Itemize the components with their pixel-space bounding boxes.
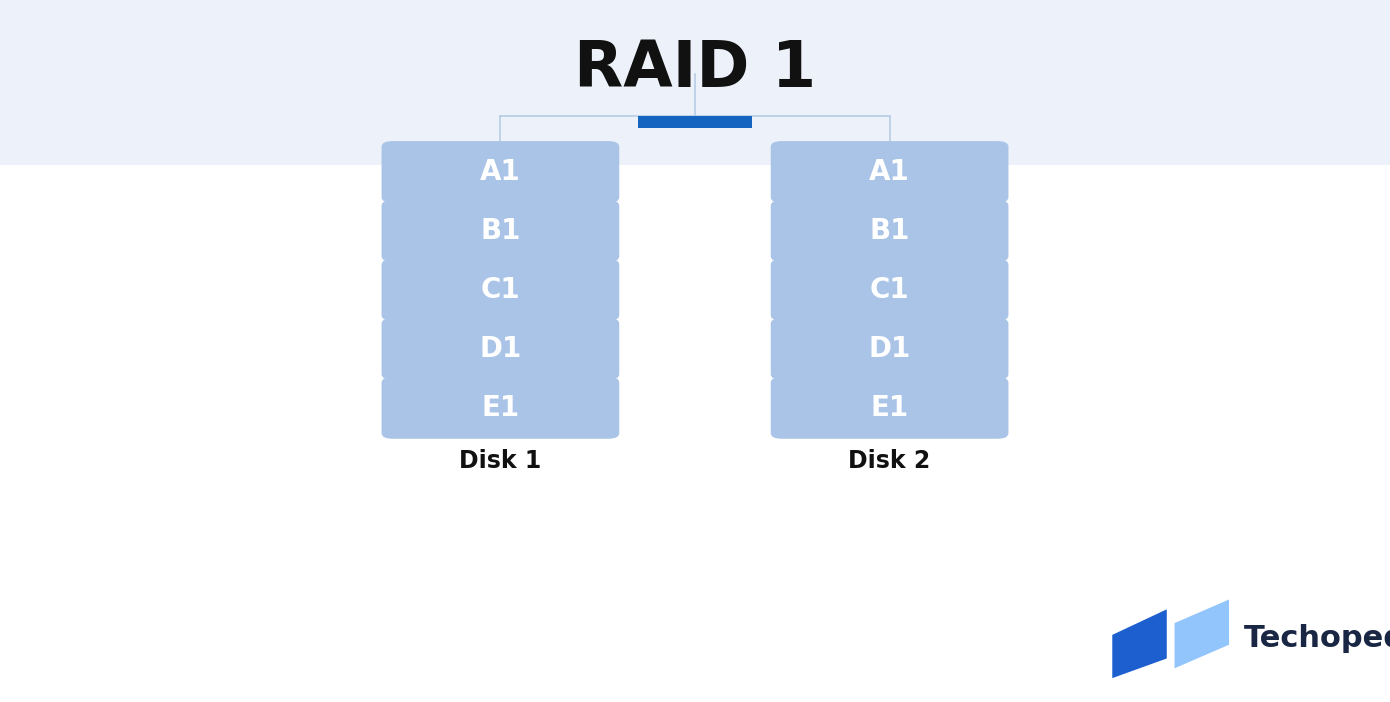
Text: D1: D1	[480, 335, 521, 363]
Text: C1: C1	[870, 276, 909, 304]
Text: Techopedia: Techopedia	[1244, 624, 1390, 654]
FancyBboxPatch shape	[770, 259, 1009, 321]
FancyBboxPatch shape	[381, 318, 619, 380]
Polygon shape	[1112, 609, 1166, 678]
FancyBboxPatch shape	[770, 141, 1009, 203]
FancyBboxPatch shape	[770, 377, 1009, 439]
FancyBboxPatch shape	[381, 200, 619, 262]
FancyBboxPatch shape	[638, 116, 752, 128]
Text: Disk 1: Disk 1	[459, 449, 542, 473]
Text: B1: B1	[869, 217, 910, 245]
FancyBboxPatch shape	[0, 165, 1390, 702]
FancyBboxPatch shape	[770, 200, 1009, 262]
FancyBboxPatch shape	[770, 318, 1009, 380]
Text: E1: E1	[481, 394, 520, 422]
Text: Disk 2: Disk 2	[848, 449, 931, 473]
Text: E1: E1	[870, 394, 909, 422]
Text: RAID 1: RAID 1	[574, 39, 816, 100]
FancyBboxPatch shape	[381, 259, 619, 321]
FancyBboxPatch shape	[381, 377, 619, 439]
Text: A1: A1	[869, 158, 910, 186]
Text: A1: A1	[480, 158, 521, 186]
FancyBboxPatch shape	[0, 0, 1390, 165]
FancyBboxPatch shape	[381, 141, 619, 203]
Polygon shape	[1175, 600, 1229, 668]
Text: B1: B1	[480, 217, 521, 245]
Text: C1: C1	[481, 276, 520, 304]
Text: D1: D1	[869, 335, 910, 363]
